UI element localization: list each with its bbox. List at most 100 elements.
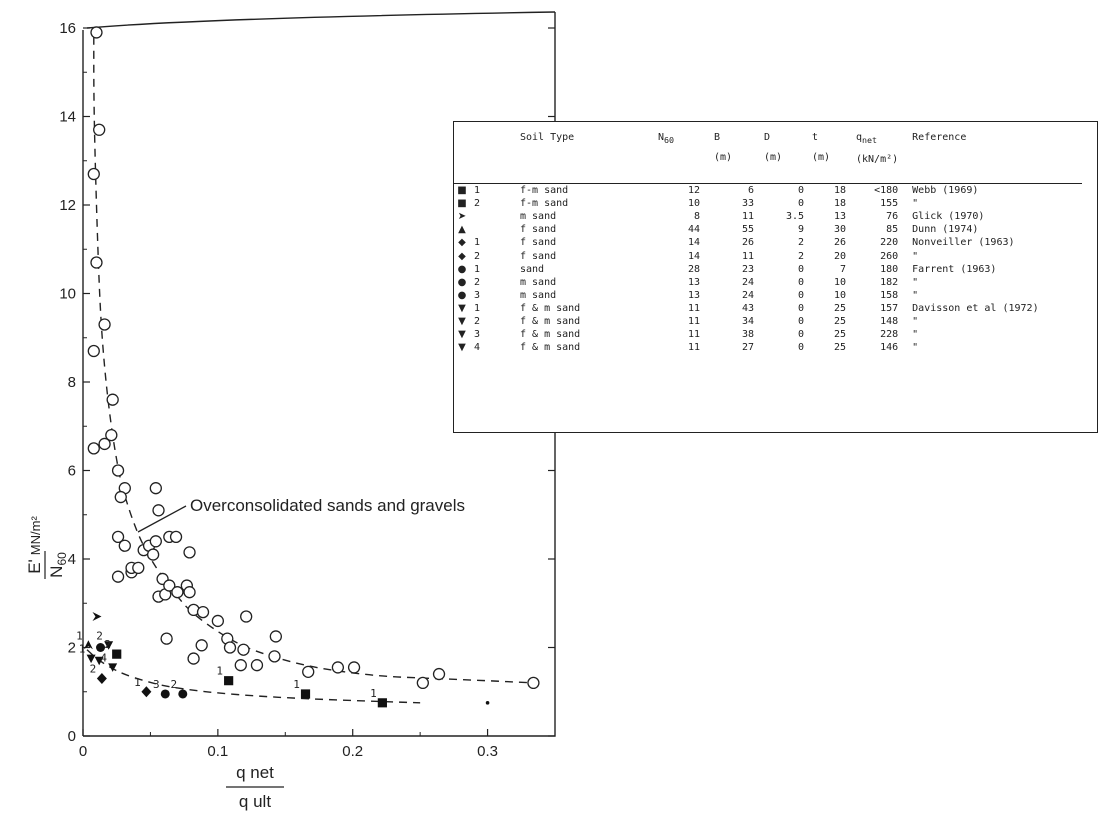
open-circle-point (93, 123, 106, 136)
row-q: 76 (886, 211, 899, 223)
open-circle-point (237, 643, 250, 656)
row-b: 34 (741, 316, 754, 328)
header-n-label: N (658, 132, 665, 143)
open-circle-point (234, 659, 247, 672)
row-soil: m sand (520, 289, 557, 301)
row-q: 157 (880, 302, 899, 314)
row-d: 0 (797, 289, 804, 301)
row-d: 0 (797, 263, 804, 275)
point-number-label: 2 (90, 662, 97, 675)
open-circle-point (106, 393, 119, 406)
filled-square-icon: ■ (457, 198, 467, 210)
open-circle-point (183, 546, 196, 559)
row-q: 148 (880, 316, 899, 328)
point-number-label: 1 (370, 687, 377, 700)
row-symbol: ◆ 1 (454, 236, 520, 249)
header-d-unit: (m) (764, 152, 783, 163)
row-d: 2 (797, 250, 804, 262)
point-number-label: 2 (170, 678, 177, 691)
lower-envelope-curve (86, 649, 421, 704)
open-circle-point (163, 579, 176, 592)
open-circle-point (331, 661, 345, 674)
filled-square-icon: ■ (457, 185, 467, 197)
row-b: 11 (741, 250, 754, 262)
header-b-label: B (714, 132, 721, 143)
legend-table-rule-cell (454, 170, 1083, 185)
filled-square-point (224, 676, 234, 686)
open-circle-point (432, 667, 446, 681)
y-tick-label: 16 (59, 20, 76, 37)
point-number-label: 1 (79, 643, 86, 656)
row-t: 25 (833, 342, 846, 354)
legend-table-row: ● 3 m sand 13 24 0 10 158 " (454, 289, 1082, 302)
legend-table-rule (454, 170, 1083, 185)
row-q: 180 (880, 263, 899, 275)
row-t: 10 (833, 276, 846, 288)
row-n: 44 (687, 224, 700, 236)
open-circle-point (302, 665, 315, 678)
legend-table-row: ◆ 2 f sand 14 11 2 20 260 " (454, 250, 1082, 263)
open-circle-point (98, 318, 111, 331)
row-q: 158 (880, 289, 899, 301)
row-symbol-number: 3 (474, 329, 481, 341)
row-symbol: ● 3 (454, 289, 520, 302)
row-symbol: ▼ 2 (454, 315, 520, 328)
row-q: 220 (880, 237, 899, 249)
header-symbol (454, 132, 520, 170)
legend-table-row: ■ 1 f-m sand 12 6 0 18 <180 Webb (1969) (454, 184, 1082, 198)
down-triangle-icon: ▼ (458, 316, 466, 328)
row-t: 18 (833, 185, 846, 197)
legend-table-row: ■ 2 f-m sand 10 33 0 18 155 " (454, 197, 1082, 210)
row-soil: f & m sand (520, 342, 581, 354)
filled-circle-icon: ● (457, 276, 467, 288)
open-circle-point (187, 652, 200, 665)
row-symbol: ● 2 (454, 276, 520, 289)
open-circle-point (171, 586, 184, 599)
y-tick-label: 6 (68, 463, 76, 480)
row-d: 9 (797, 224, 804, 236)
row-soil: f sand (520, 224, 557, 236)
open-circle-point (132, 561, 145, 574)
row-soil: m sand (520, 211, 557, 223)
header-t-unit: (m) (812, 152, 831, 163)
row-ref: " (912, 276, 919, 288)
row-ref: Dunn (1974) (912, 224, 979, 236)
row-b: 11 (741, 211, 754, 223)
header-d: D (m) (764, 132, 812, 170)
row-n: 14 (687, 250, 700, 262)
row-soil: sand (520, 263, 545, 275)
small-dot-point (485, 701, 490, 705)
row-t: 7 (839, 263, 846, 275)
row-symbol: ■ 1 (454, 184, 520, 198)
header-d-label: D (764, 132, 771, 143)
open-circle-point (90, 256, 103, 269)
open-circle-point (114, 490, 127, 504)
header-b-unit: (m) (714, 152, 733, 163)
open-circle-point (87, 442, 100, 455)
row-n: 12 (687, 185, 700, 197)
y-axis-title: E'MN/m² N60 (25, 516, 69, 579)
row-b: 23 (741, 263, 754, 275)
legend-table-row: ▼ 1 f & m sand 11 43 0 25 157 Davisson et al (19… (454, 302, 1082, 315)
row-symbol-number: 2 (474, 198, 481, 210)
row-b: 33 (741, 198, 754, 210)
down-triangle-point (94, 656, 104, 666)
x-tick-label: 0.2 (342, 743, 363, 760)
x-tick-label: 0 (79, 743, 87, 760)
legend-table-row: ➤ m sand 8 11 3.5 13 76 Glick (1970) (454, 210, 1082, 223)
header-q-label: q (856, 132, 863, 143)
filled-square-point (112, 649, 122, 659)
row-q: 228 (880, 329, 899, 341)
row-t: 25 (833, 316, 846, 328)
row-symbol-number: 1 (474, 237, 481, 249)
up-arrow-point (83, 640, 93, 650)
filled-circle-icon: ● (457, 263, 467, 275)
legend-table-row: ◆ 1 f sand 14 26 2 26 220 Nonveiller (1963) (454, 236, 1082, 249)
open-circle-point (160, 632, 173, 645)
y-tick-label: 2 (68, 640, 76, 657)
filled-diamond-point (141, 686, 152, 698)
filled-circle-point (96, 643, 106, 652)
row-ref: Davisson et al (1972) (912, 302, 1039, 314)
row-t: 25 (833, 302, 846, 314)
